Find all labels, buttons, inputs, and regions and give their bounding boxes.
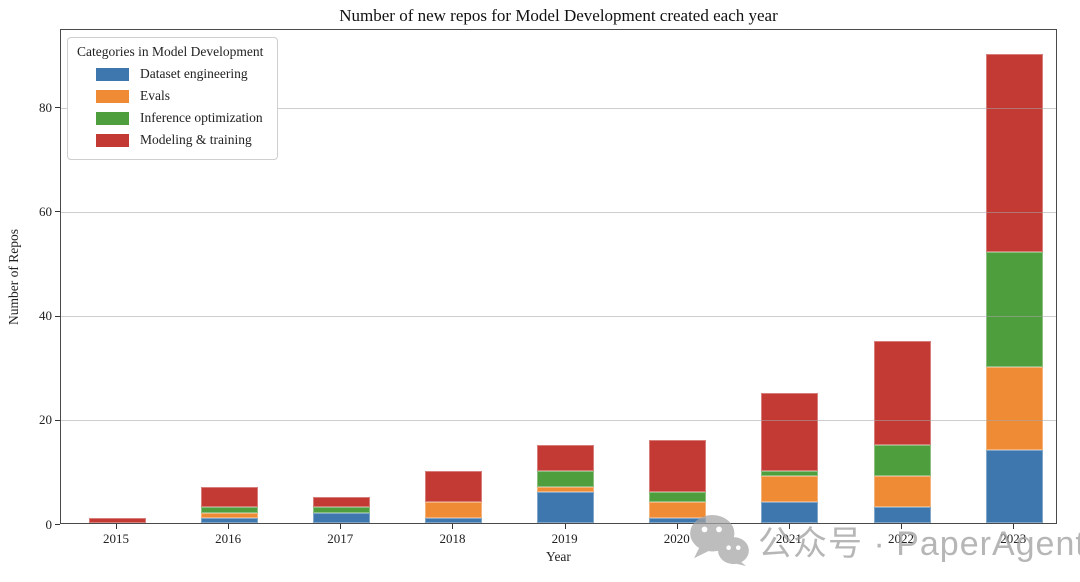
bar-segment-2016 xyxy=(200,512,258,518)
bar-segment-2019 xyxy=(537,486,595,492)
bar-segment-2023 xyxy=(985,252,1043,367)
x-tick-label: 2023 xyxy=(1000,531,1027,546)
chart-title: Number of new repos for Model Developmen… xyxy=(339,6,778,25)
bar-segment-2023 xyxy=(985,366,1043,451)
y-tick-label: 0 xyxy=(45,516,53,532)
bar-segment-2016 xyxy=(200,517,258,523)
legend-title: Categories in Model Development xyxy=(77,44,264,59)
bar-segment-2018 xyxy=(424,502,482,518)
bar-segment-2022 xyxy=(873,444,931,477)
x-tick-mark xyxy=(1013,524,1015,529)
legend-swatch-dataset-engineering xyxy=(96,67,129,81)
legend-swatch-modeling-training xyxy=(96,133,129,147)
watermark-text: 公众号 · PaperAgent xyxy=(758,524,1080,563)
bar-segment-2018 xyxy=(424,470,482,503)
x-tick-mark xyxy=(228,524,230,529)
x-tick-mark xyxy=(676,524,678,529)
bar-segment-2020 xyxy=(649,502,707,518)
y-tick-mark xyxy=(55,107,60,109)
legend-label: Evals xyxy=(140,88,170,103)
watermark: 公众号 · PaperAgent xyxy=(688,514,1080,566)
y-tick-label: 20 xyxy=(39,412,52,428)
y-tick-mark xyxy=(55,211,60,213)
x-tick-label: 2016 xyxy=(215,531,242,546)
bar-segment-2023 xyxy=(985,450,1043,523)
bar-segment-2020 xyxy=(649,491,707,503)
bar-segment-2023 xyxy=(985,54,1043,253)
bar-segment-2018 xyxy=(424,517,482,523)
bar-segment-2022 xyxy=(873,340,931,445)
y-tick-label: 40 xyxy=(39,308,52,324)
legend-item: Inference optimization xyxy=(77,107,263,129)
y-tick-mark xyxy=(55,315,60,317)
x-tick-label: 2015 xyxy=(103,531,129,546)
legend-swatch-inference-optimization xyxy=(96,111,129,125)
x-tick-mark xyxy=(452,524,454,529)
bar-segment-2015 xyxy=(88,517,146,523)
bar-segment-2022 xyxy=(873,476,931,508)
x-tick-mark xyxy=(788,524,790,529)
x-tick-label: 2021 xyxy=(775,531,802,546)
legend-label: Dataset engineering xyxy=(140,66,248,81)
legend-item: Dataset engineering xyxy=(77,63,263,85)
x-tick-label: 2017 xyxy=(327,531,354,546)
legend-label: Inference optimization xyxy=(140,110,263,125)
y-tick-label: 80 xyxy=(39,99,52,115)
grid-line-y40 xyxy=(61,316,1056,318)
legend-swatch-evals xyxy=(96,89,129,103)
bar-segment-2021 xyxy=(761,392,819,471)
bar-segment-2017 xyxy=(312,512,370,523)
x-tick-mark xyxy=(564,524,566,529)
legend: Categories in Model Development Dataset … xyxy=(67,37,279,160)
x-tick-mark xyxy=(340,524,342,529)
x-tick-label: 2018 xyxy=(439,531,466,546)
bar-segment-2019 xyxy=(537,491,595,523)
legend-item: Modeling & training xyxy=(77,129,263,151)
grid-line-y60 xyxy=(61,211,1056,213)
bar-segment-2017 xyxy=(312,496,370,508)
x-tick-mark xyxy=(116,524,117,529)
bar-segment-2021 xyxy=(761,470,819,477)
x-tick-label: 2019 xyxy=(551,531,578,546)
grid-line-y20 xyxy=(61,420,1056,422)
bar-segment-2017 xyxy=(312,507,370,513)
y-tick-mark xyxy=(55,419,60,421)
grid-line-y80 xyxy=(61,107,1056,109)
legend-label: Modeling & training xyxy=(140,132,252,147)
legend-item: Evals xyxy=(77,85,263,107)
bar-segment-2020 xyxy=(649,439,707,492)
bar-segment-2016 xyxy=(200,507,258,513)
y-tick-mark xyxy=(55,524,60,525)
x-axis-label: Year xyxy=(546,549,571,564)
y-tick-label: 60 xyxy=(39,203,52,219)
bar-segment-2021 xyxy=(761,476,819,503)
bar-segment-2021 xyxy=(761,502,819,523)
x-tick-mark xyxy=(901,524,903,529)
x-tick-label: 2020 xyxy=(663,531,690,546)
bar-segment-2016 xyxy=(200,486,258,508)
bar-segment-2019 xyxy=(537,470,595,487)
wechat-icon xyxy=(690,514,749,566)
x-tick-label: 2022 xyxy=(888,531,915,546)
bar-segment-2019 xyxy=(537,444,595,471)
plot-area xyxy=(60,29,1057,524)
bar-segment-2022 xyxy=(873,507,931,523)
